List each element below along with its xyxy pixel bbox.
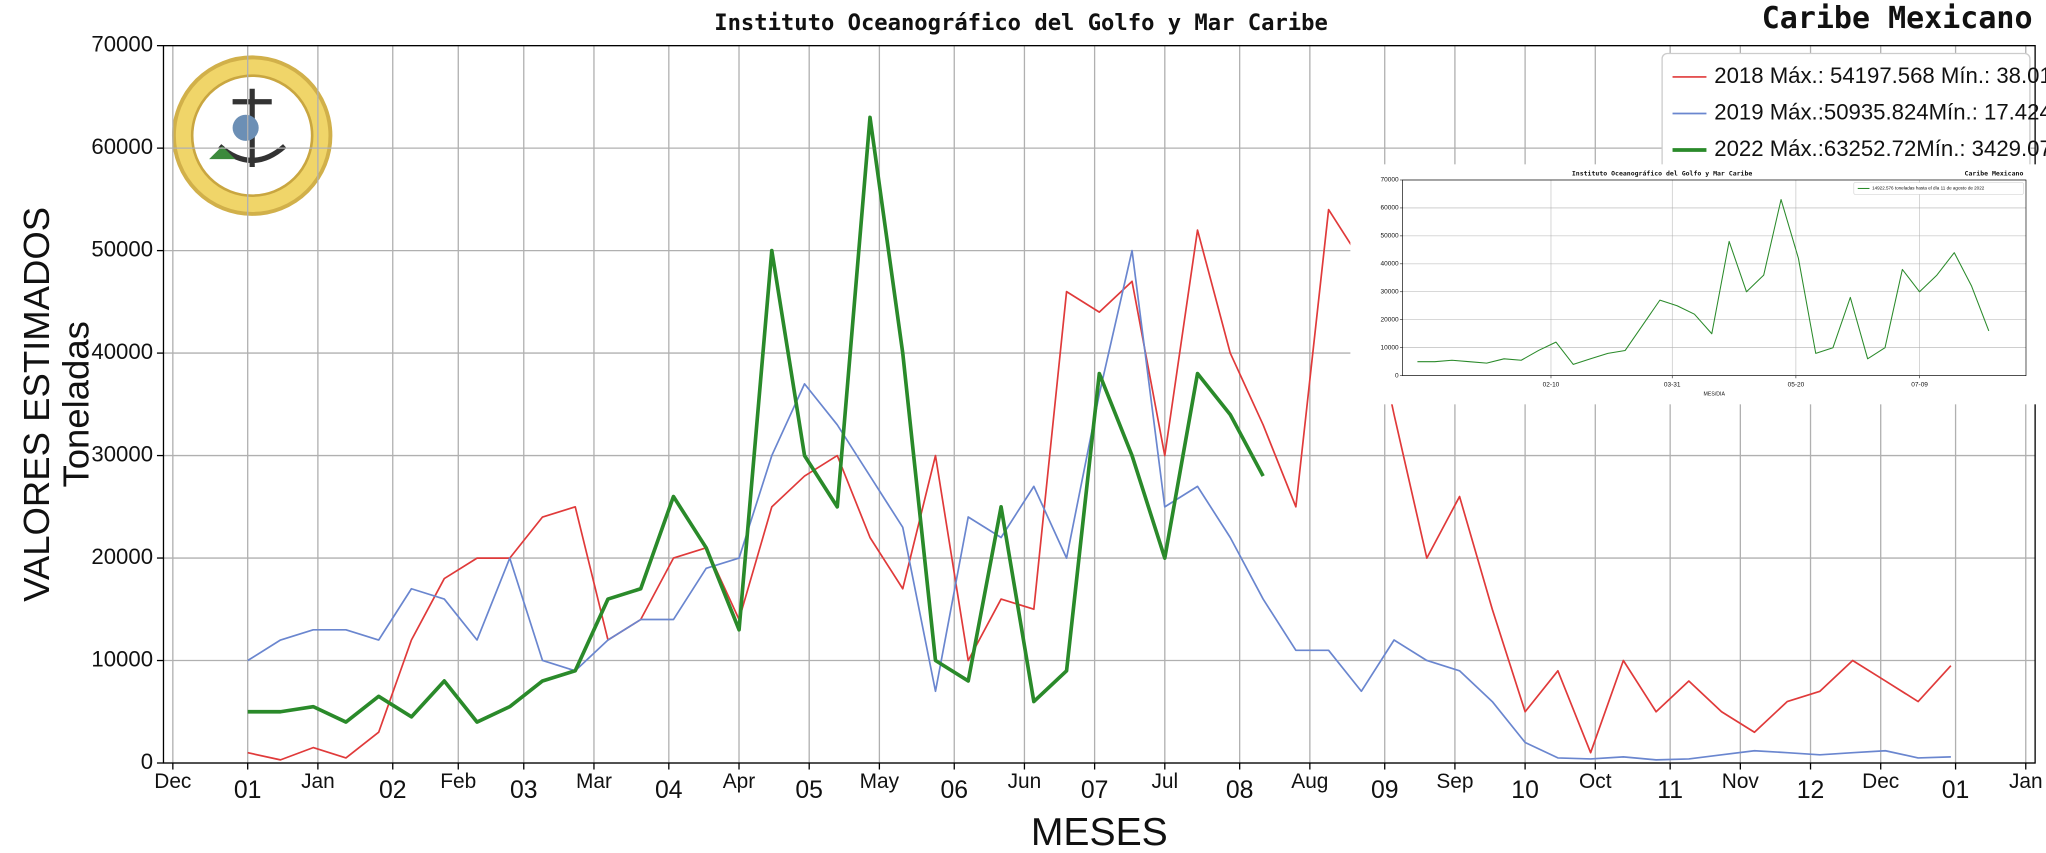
x-tick-label: 01 bbox=[1942, 777, 1970, 804]
x-tick-label: 05 bbox=[795, 777, 823, 804]
y-tick-label: 60000 bbox=[1381, 205, 1399, 212]
y-tick-label: 0 bbox=[141, 749, 153, 774]
x-tick-label: Sep bbox=[1436, 770, 1473, 793]
x-tick-label: Dec bbox=[1862, 770, 1899, 793]
legend-label: 14922.576 toneladas hasta el día 11 de a… bbox=[1872, 186, 1985, 191]
legend-box bbox=[1853, 182, 2024, 195]
x-tick-label: 01 bbox=[234, 777, 262, 804]
y-tick-label: 20000 bbox=[1381, 316, 1399, 323]
y-tick-label: 40000 bbox=[91, 339, 153, 364]
x-tick-label: 02-10 bbox=[1543, 381, 1560, 388]
series-line bbox=[1417, 199, 1990, 365]
x-tick-label: Feb bbox=[440, 770, 476, 793]
x-tick-label: Aug bbox=[1291, 770, 1328, 793]
x-tick-label: 04 bbox=[655, 777, 683, 804]
x-tick-label: Jan bbox=[301, 770, 335, 793]
series-line bbox=[247, 115, 1265, 724]
x-tick-label: Apr bbox=[723, 770, 756, 793]
x-tick-label: Jan bbox=[2009, 770, 2043, 793]
x-tick-label: 09 bbox=[1371, 777, 1399, 804]
y-tick-label: 20000 bbox=[91, 544, 153, 569]
x-tick-label: Jul bbox=[1151, 770, 1178, 793]
x-tick-label: 02 bbox=[379, 777, 407, 804]
y-tick-label: 70000 bbox=[91, 32, 153, 57]
legend-label: 2019 Máx.:50935.824Mín.: 17.424 bbox=[1714, 99, 2046, 124]
x-axis-label: MES/DIA bbox=[1704, 391, 1726, 397]
y-tick-label: 0 bbox=[1395, 372, 1399, 379]
x-tick-label: 10 bbox=[1511, 777, 1539, 804]
x-tick-label: May bbox=[860, 770, 900, 793]
y-tick-label: 40000 bbox=[1381, 261, 1399, 268]
y-tick-label: 10000 bbox=[91, 646, 153, 671]
x-tick-label: Jun bbox=[1008, 770, 1042, 793]
x-tick-label: 07-09 bbox=[1911, 381, 1928, 388]
y-tick-label: 30000 bbox=[91, 441, 153, 466]
chart-subtitle: Caribe Mexicano bbox=[1965, 169, 2024, 177]
x-tick-label: 08 bbox=[1226, 777, 1254, 804]
chart-subtitle: Caribe Mexicano bbox=[1762, 1, 2033, 36]
x-tick-label: 07 bbox=[1081, 777, 1109, 804]
y-axis-label: VALORES ESTIMADOS bbox=[16, 207, 57, 602]
x-tick-label: 12 bbox=[1797, 777, 1825, 804]
y-tick-label: 30000 bbox=[1381, 289, 1399, 296]
y-tick-label: 50000 bbox=[1381, 233, 1399, 240]
x-axis-label: MESES bbox=[1031, 811, 1168, 853]
x-tick-label: 03 bbox=[510, 777, 538, 804]
chart-title: Instituto Oceanográfico del Golfo y Mar … bbox=[1572, 169, 1753, 177]
x-tick-label: 06 bbox=[940, 777, 968, 804]
x-tick-label: 11 bbox=[1657, 777, 1683, 804]
y-tick-label: 10000 bbox=[1381, 344, 1399, 351]
x-tick-label: 03-31 bbox=[1664, 381, 1681, 388]
x-tick-label: Mar bbox=[576, 770, 612, 793]
series-line bbox=[247, 208, 1952, 761]
inset-background bbox=[1350, 164, 2037, 405]
chart-title: Instituto Oceanográfico del Golfo y Mar … bbox=[714, 10, 1328, 36]
y-tick-label: 60000 bbox=[91, 134, 153, 159]
legend-label: 2022 Máx.:63252.72Mín.: 3429.072 bbox=[1714, 136, 2046, 161]
x-tick-label: Oct bbox=[1579, 770, 1612, 793]
series-line bbox=[247, 249, 1951, 761]
y-tick-label: 70000 bbox=[1381, 177, 1399, 184]
plot-frame bbox=[1402, 179, 2027, 376]
y-axis-label: Toneladas bbox=[55, 321, 96, 487]
x-tick-label: Nov bbox=[1722, 770, 1760, 793]
legend-label: 2018 Máx.: 54197.568 Mín.: 38.016 bbox=[1714, 63, 2046, 88]
x-tick-label: Dec bbox=[154, 770, 191, 793]
y-tick-label: 50000 bbox=[91, 236, 153, 261]
logo bbox=[171, 55, 333, 216]
x-tick-label: 05-20 bbox=[1788, 381, 1805, 388]
